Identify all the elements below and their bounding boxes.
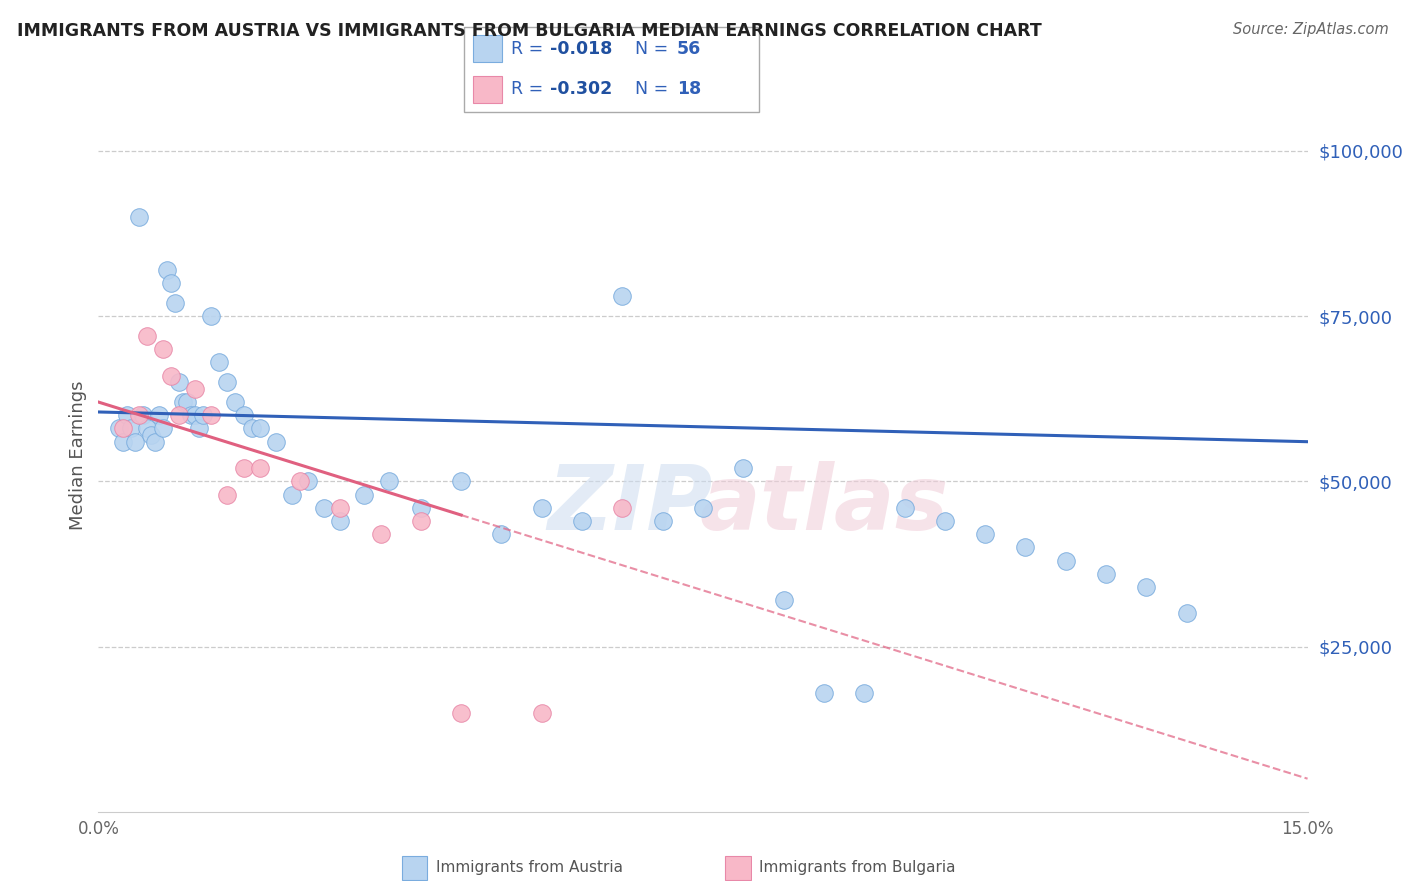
- FancyBboxPatch shape: [402, 856, 427, 880]
- Point: [217, 487, 239, 501]
- Point: [167, 409, 190, 423]
- Point: [377, 475, 399, 489]
- Point: [124, 434, 146, 449]
- Point: [249, 461, 271, 475]
- Point: [224, 395, 246, 409]
- Point: [1014, 541, 1036, 555]
- Point: [329, 500, 352, 515]
- Point: [172, 395, 194, 409]
- Point: [450, 475, 472, 489]
- Point: [156, 263, 179, 277]
- Point: [1095, 566, 1118, 581]
- Point: [370, 527, 392, 541]
- Point: [152, 342, 174, 356]
- Text: -0.302: -0.302: [550, 80, 612, 98]
- Point: [115, 409, 138, 423]
- Text: 18: 18: [676, 80, 700, 98]
- Text: N =: N =: [636, 40, 673, 58]
- Point: [200, 409, 222, 423]
- Point: [167, 376, 190, 390]
- Point: [163, 296, 186, 310]
- Point: [612, 289, 634, 303]
- FancyBboxPatch shape: [464, 27, 759, 112]
- Text: Immigrants from Bulgaria: Immigrants from Bulgaria: [759, 860, 956, 874]
- Point: [450, 706, 472, 720]
- Point: [571, 514, 593, 528]
- Point: [128, 210, 150, 224]
- Text: R =: R =: [512, 80, 548, 98]
- FancyBboxPatch shape: [725, 856, 751, 880]
- Text: ZIP: ZIP: [548, 461, 713, 549]
- Point: [217, 376, 239, 390]
- Point: [232, 461, 254, 475]
- Point: [143, 434, 166, 449]
- Point: [491, 527, 513, 541]
- Point: [160, 368, 183, 383]
- Point: [240, 421, 263, 435]
- Point: [1054, 554, 1077, 568]
- Text: IMMIGRANTS FROM AUSTRIA VS IMMIGRANTS FROM BULGARIA MEDIAN EARNINGS CORRELATION : IMMIGRANTS FROM AUSTRIA VS IMMIGRANTS FR…: [17, 22, 1042, 40]
- Point: [612, 500, 634, 515]
- Point: [772, 593, 794, 607]
- Point: [733, 461, 755, 475]
- Point: [853, 686, 876, 700]
- Point: [1135, 580, 1157, 594]
- Point: [281, 487, 304, 501]
- Point: [111, 434, 134, 449]
- Text: N =: N =: [636, 80, 673, 98]
- Point: [314, 500, 336, 515]
- Point: [288, 475, 311, 489]
- Point: [530, 500, 553, 515]
- Point: [135, 329, 157, 343]
- Point: [329, 514, 352, 528]
- Point: [128, 409, 150, 423]
- Point: [813, 686, 835, 700]
- Point: [232, 409, 254, 423]
- FancyBboxPatch shape: [472, 36, 502, 62]
- Point: [132, 409, 155, 423]
- Point: [692, 500, 714, 515]
- Point: [184, 409, 207, 423]
- Point: [974, 527, 997, 541]
- Point: [193, 409, 215, 423]
- Point: [297, 475, 319, 489]
- Point: [409, 500, 432, 515]
- Point: [176, 395, 198, 409]
- Point: [353, 487, 375, 501]
- Point: [188, 421, 211, 435]
- Point: [139, 428, 162, 442]
- Point: [893, 500, 915, 515]
- Point: [160, 276, 183, 290]
- Point: [120, 421, 142, 435]
- Point: [409, 514, 432, 528]
- Point: [264, 434, 287, 449]
- Text: atlas: atlas: [699, 461, 949, 549]
- Point: [148, 409, 170, 423]
- Point: [184, 382, 207, 396]
- Point: [111, 421, 134, 435]
- Point: [934, 514, 956, 528]
- Y-axis label: Median Earnings: Median Earnings: [69, 380, 87, 530]
- Point: [1175, 607, 1198, 621]
- Point: [208, 355, 231, 369]
- Point: [152, 421, 174, 435]
- Text: 56: 56: [676, 40, 700, 58]
- Point: [530, 706, 553, 720]
- Point: [200, 309, 222, 323]
- Text: R =: R =: [512, 40, 548, 58]
- Point: [135, 421, 157, 435]
- FancyBboxPatch shape: [472, 76, 502, 103]
- Point: [107, 421, 129, 435]
- Point: [180, 409, 202, 423]
- Text: Immigrants from Austria: Immigrants from Austria: [436, 860, 623, 874]
- Text: -0.018: -0.018: [550, 40, 612, 58]
- Point: [249, 421, 271, 435]
- Point: [651, 514, 673, 528]
- Text: Source: ZipAtlas.com: Source: ZipAtlas.com: [1233, 22, 1389, 37]
